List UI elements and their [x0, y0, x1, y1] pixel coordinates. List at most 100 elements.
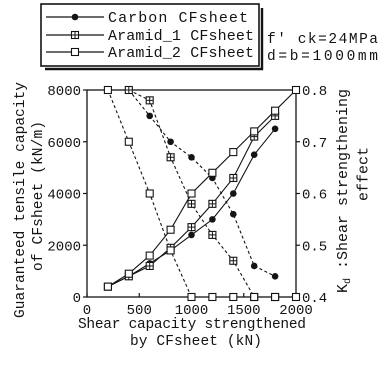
aramid-2-cfsheet-tensile-point [145, 251, 154, 260]
aramid-2-cfsheet-tensile-point-box [229, 148, 238, 157]
aramid-2-cfsheet-tensile-point-box [145, 251, 154, 260]
aramid-2-cfsheet-kd-point [291, 292, 301, 302]
legend-label: Carbon CFsheet [108, 10, 248, 27]
aramid-2-cfsheet-tensile-point-box [166, 225, 175, 234]
y2-tick-label: 0.4 [302, 291, 327, 307]
y-tick-label: 4000 [47, 188, 81, 204]
aramid-1-cfsheet-kd-point [208, 230, 217, 239]
aramid-2-cfsheet-kd-point-box [124, 137, 133, 146]
aramid-1-cfsheet-kd-line [128, 89, 276, 298]
legend-marker-filled-circle [71, 13, 79, 21]
aramid-1-cfsheet-tensile-point-cross [229, 174, 237, 182]
aramid-2-cfsheet-kd-point-box [145, 189, 154, 198]
aramid-2-cfsheet-kd-point [208, 292, 217, 302]
aramid-2-cfsheet-kd-point [250, 292, 259, 302]
aramid-1-cfsheet-tensile-point [145, 261, 154, 271]
y2-axis-label-text: :Shear strengthening [335, 89, 352, 278]
aramid-1-cfsheet-kd-point-cross [229, 257, 237, 265]
carbon-cfsheet-kd-line [128, 89, 276, 277]
aramid-2-cfsheet-kd-point-box [187, 292, 196, 302]
aramid-2-cfsheet-kd-point [145, 189, 154, 198]
aramid-2-cfsheet-tensile-point [291, 85, 301, 95]
legend-item-aramid-1-cfsheet: Aramid_1 CFsheet [46, 28, 254, 45]
aramid-2-cfsheet-tensile-point [166, 225, 175, 234]
x-tick-label: 1500 [227, 303, 261, 319]
annotation-concrete-strength: f' ck=24MPa [267, 32, 378, 48]
x-tick-label: 2000 [279, 303, 313, 319]
legend-item-aramid-2-cfsheet: Aramid_2 CFsheet [46, 45, 254, 62]
y-axis-label-line2: of CFsheet (kN/m) [31, 121, 47, 271]
series-markers [103, 85, 301, 302]
aramid-2-cfsheet-tensile-point-box [187, 189, 196, 198]
y2-axis-label-line1: Kd :Shear strengthening [335, 89, 355, 293]
aramid-2-cfsheet-tensile-point [124, 269, 133, 278]
carbon-cfsheet-kd-point [250, 262, 258, 270]
series-lines [107, 89, 297, 298]
y-tick-label: 6000 [47, 136, 81, 152]
carbon-cfsheet-kd-point [146, 112, 153, 120]
aramid-2-cfsheet-tensile-point-box [291, 85, 301, 95]
carbon-cfsheet-tensile-point [209, 216, 216, 223]
legend-label: Aramid_2 CFsheet [108, 45, 254, 62]
kd-symbol: K [335, 284, 352, 293]
aramid-2-cfsheet-tensile-point [187, 189, 196, 198]
aramid-2-cfsheet-kd-point-box [271, 292, 280, 302]
aramid-2-cfsheet-tensile-point [229, 148, 238, 157]
aramid-1-cfsheet-kd-point [187, 199, 196, 208]
aramid-2-cfsheet-kd-point-box [229, 292, 238, 302]
aramid-1-cfsheet-tensile-point-cross [188, 223, 195, 231]
aramid-2-cfsheet-kd-point [166, 246, 175, 255]
carbon-cfsheet-kd-point [188, 153, 195, 161]
aramid-2-cfsheet-kd-line [107, 89, 296, 298]
aramid-1-cfsheet-tensile-point [208, 199, 217, 208]
aramid-2-cfsheet-kd-point-box [208, 292, 217, 302]
y2-axis-label-line2: effect [356, 147, 373, 201]
legend-marker-boxed-plus [70, 30, 80, 40]
aramid-2-cfsheet-kd-point-box [166, 246, 175, 255]
aramid-2-cfsheet-tensile-point [271, 106, 280, 115]
aramid-1-cfsheet-kd-point [145, 96, 154, 105]
y2-tick-label: 0.7 [302, 136, 327, 152]
aramid-1-cfsheet-tensile-point [187, 223, 196, 232]
legend-marker-open-square [70, 47, 80, 57]
aramid-1-cfsheet-tensile-point-cross [146, 262, 154, 270]
y2-tick-label: 0.8 [302, 84, 327, 100]
aramid-2-cfsheet-kd-point-box [103, 85, 112, 95]
aramid-1-cfsheet-tensile-point [229, 173, 238, 183]
annotation-dimensions: d=b=1000mm [267, 49, 378, 65]
carbon-cfsheet-tensile-point [250, 151, 258, 158]
y2-tick-label: 0.6 [302, 188, 327, 204]
aramid-2-cfsheet-kd-point-box [291, 292, 301, 302]
legend-label: Aramid_1 CFsheet [108, 28, 254, 45]
y2-tick-label: 0.5 [302, 239, 327, 255]
aramid-1-cfsheet-kd-point-cross [125, 86, 133, 94]
axis-ticks: 0 2000 4000 6000 8000 0.4 0.5 0.6 0.7 0.8 0 500 1000… [47, 84, 327, 319]
legend-box-shadow [45, 8, 264, 71]
x-tick-label: 0 [83, 303, 91, 319]
aramid-2-cfsheet-tensile-point [250, 127, 259, 136]
carbon-cfsheet-kd-point [271, 273, 279, 280]
y-tick-label: 0 [73, 291, 81, 307]
aramid-1-cfsheet-tensile-point-cross [208, 200, 216, 208]
aramid-2-cfsheet-tensile-point-box [250, 127, 259, 136]
kd-subscript: d [342, 278, 354, 284]
aramid-1-cfsheet-kd-point [166, 153, 175, 162]
legend: Carbon CFsheet Aramid_1 CFsheet Aramid_2… [40, 3, 264, 71]
legend-marker-cross [71, 31, 79, 39]
carbon-cfsheet-tensile-point [230, 190, 237, 197]
aramid-2-cfsheet-kd-point [103, 85, 112, 95]
legend-item-carbon-cfsheet: Carbon CFsheet [46, 10, 248, 27]
carbon-cfsheet-kd-point [167, 138, 174, 146]
y-axis-label-line1: Guaranteed tensile capacity [13, 82, 29, 318]
aramid-2-cfsheet-tensile-point-box [208, 168, 217, 177]
carbon-cfsheet-kd-point [230, 210, 237, 218]
aramid-1-cfsheet-kd-point [229, 256, 238, 265]
aramid-1-cfsheet-kd-point-cross [146, 96, 154, 104]
x-axis-label-line2: by CFsheet (kN) [130, 334, 262, 350]
carbon-cfsheet-tensile-point [271, 125, 279, 133]
aramid-2-cfsheet-kd-point [187, 292, 196, 302]
aramid-1-cfsheet-kd-point-cross [167, 153, 175, 161]
aramid-2-cfsheet-kd-point-box [250, 292, 259, 302]
aramid-2-cfsheet-tensile-point-box [124, 269, 133, 278]
aramid-2-cfsheet-kd-point [271, 292, 280, 302]
